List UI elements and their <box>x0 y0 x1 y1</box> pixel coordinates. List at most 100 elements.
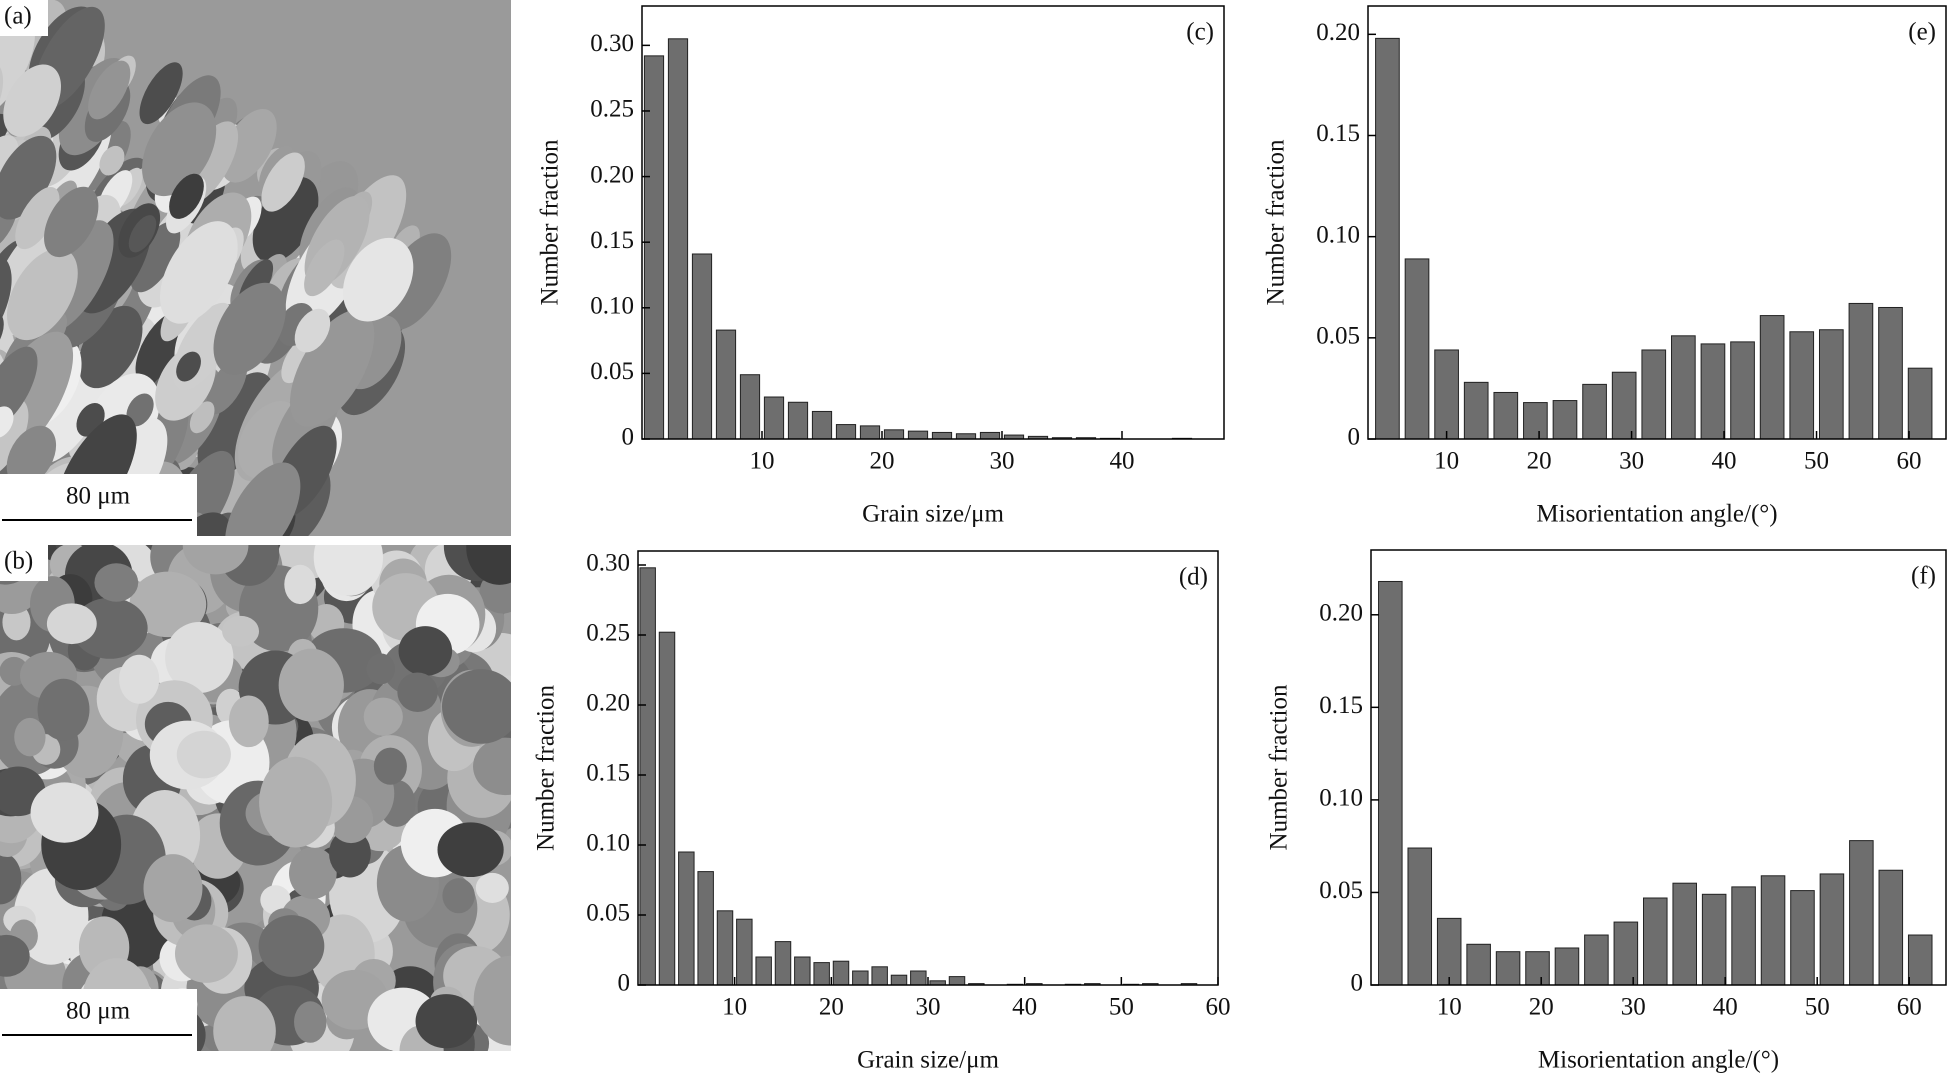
y-axis-label: Number fraction <box>1263 139 1290 305</box>
grain <box>259 756 333 848</box>
x-tick-label: 40 <box>1712 448 1737 475</box>
grain <box>94 563 139 602</box>
grain <box>44 186 99 258</box>
x-tick-label: 10 <box>1437 994 1462 1021</box>
bar <box>736 918 753 986</box>
grain <box>88 60 131 120</box>
bar <box>1878 306 1903 440</box>
bar <box>1672 882 1697 986</box>
bar <box>763 396 785 440</box>
grain <box>222 615 260 647</box>
bar <box>910 970 927 986</box>
bar <box>1818 329 1844 440</box>
grain <box>174 924 238 983</box>
bar <box>1848 302 1874 440</box>
grain <box>415 994 478 1049</box>
grain <box>182 545 249 575</box>
grain <box>261 152 305 212</box>
x-tick-label: 20 <box>819 994 844 1021</box>
y-tick-label: 0.25 <box>586 620 630 647</box>
grain <box>466 545 511 585</box>
x-axis-label: Misorientation angle/(°) <box>1538 1047 1779 1074</box>
y-axis-label: Number fraction <box>1266 684 1293 850</box>
grain <box>342 237 414 322</box>
bar <box>1375 37 1400 440</box>
bar <box>832 960 850 986</box>
y-tick-label: 0.15 <box>1316 120 1360 147</box>
label-box <box>0 545 48 581</box>
x-axis-label: Misorientation angle/(°) <box>1536 501 1777 528</box>
grain <box>160 221 238 324</box>
bar <box>871 966 888 986</box>
grain <box>0 135 57 220</box>
bar <box>1434 349 1459 440</box>
bar <box>1759 315 1785 440</box>
y-tick-label: 0.30 <box>586 550 630 577</box>
y-tick-label: 0 <box>1351 970 1364 997</box>
grain <box>99 145 125 176</box>
micrograph: (a) 80 μm <box>0 0 511 536</box>
grains <box>0 545 511 1051</box>
bar <box>639 567 656 986</box>
bar <box>1849 840 1874 986</box>
grain <box>139 62 183 125</box>
x-tick-label: 10 <box>722 994 747 1021</box>
x-tick-label: 30 <box>1621 994 1646 1021</box>
x-tick-label: 60 <box>1897 994 1922 1021</box>
bar <box>774 941 792 986</box>
bar <box>658 631 676 986</box>
grain <box>329 829 371 878</box>
grain <box>197 372 275 479</box>
grain <box>437 822 504 878</box>
bar <box>1819 873 1845 986</box>
grain <box>373 747 407 785</box>
x-axis-label: Grain size/μm <box>862 501 1004 528</box>
bar <box>1701 893 1727 986</box>
x-axis-label: Grain size/μm <box>857 1047 999 1074</box>
y-tick-label: 0.10 <box>1319 785 1363 812</box>
bar <box>811 410 833 440</box>
panel-label: (e) <box>1908 19 1936 46</box>
bar <box>1613 921 1639 986</box>
bar <box>691 253 713 440</box>
bar <box>1730 341 1755 440</box>
bar <box>1495 951 1521 986</box>
grain <box>313 545 384 596</box>
grain <box>128 215 157 253</box>
grain <box>289 847 337 900</box>
grain <box>15 186 60 250</box>
grain <box>0 397 29 480</box>
grain <box>0 934 30 977</box>
y-tick-label: 0.15 <box>590 227 634 254</box>
grain <box>442 878 475 914</box>
y-tick-label: 0.20 <box>586 690 630 717</box>
bar <box>1611 371 1637 440</box>
bar <box>1878 869 1904 986</box>
grain <box>176 730 231 779</box>
grain <box>46 603 97 645</box>
grain <box>143 854 203 923</box>
grain <box>284 564 316 605</box>
bar <box>1641 349 1667 440</box>
grain <box>366 653 396 685</box>
grain <box>260 885 291 915</box>
grain <box>37 678 90 741</box>
scale-box <box>0 989 197 1051</box>
bar <box>979 431 1001 440</box>
panel-label: (b) <box>4 548 33 575</box>
bar <box>1731 886 1756 986</box>
bar <box>1907 367 1933 440</box>
bar <box>1671 335 1696 440</box>
y-tick-label: 0.10 <box>590 293 634 320</box>
bar <box>697 871 714 986</box>
bar <box>883 429 905 440</box>
x-tick-label: 60 <box>1897 448 1922 475</box>
x-tick-label: 40 <box>1110 448 1135 475</box>
y-tick-label: 0.05 <box>586 900 630 927</box>
grain <box>473 955 511 1046</box>
grain <box>294 1001 327 1043</box>
scale-bar-label: 80 μm <box>66 998 131 1025</box>
micrograph: (b) 80 μm <box>0 545 511 1051</box>
grain <box>213 996 276 1051</box>
